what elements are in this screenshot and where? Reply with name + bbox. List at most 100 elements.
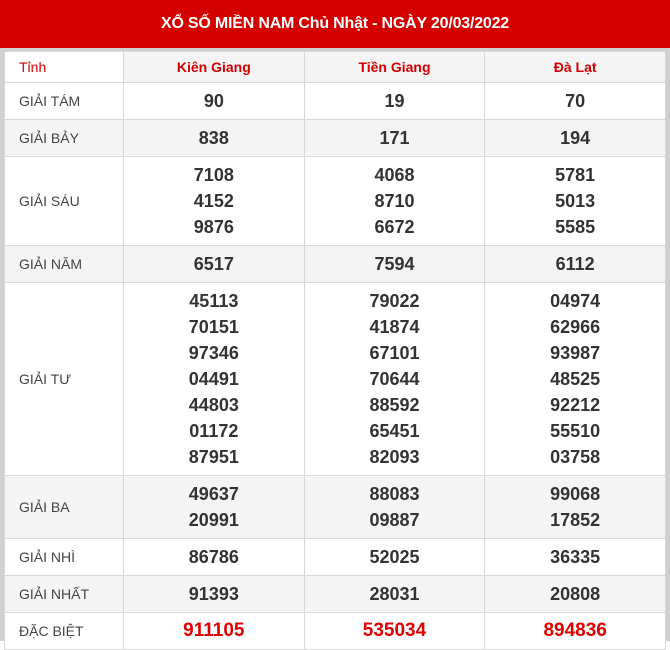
prize-number: 86786	[188, 547, 239, 567]
prize-number: 70151	[188, 317, 239, 337]
prize-number: 70	[565, 91, 586, 111]
prize-row: GIẢI NHẤT 91393 28031 20808	[4, 575, 666, 613]
prize-number: 28031	[369, 584, 420, 604]
prize-number: 6112	[555, 254, 595, 274]
prize-label: GIẢI NHÌ	[4, 538, 124, 576]
prize-number: 8710	[374, 191, 415, 211]
prize-number: 194	[560, 128, 591, 148]
prize-number: 67101	[369, 343, 420, 363]
prize-number: 5585	[555, 217, 596, 237]
prize-number: 5013	[555, 191, 596, 211]
prize-cell: 7108 4152 9876	[123, 156, 305, 246]
prize-cell: 838	[123, 119, 305, 157]
prize-number: 70644	[369, 369, 420, 389]
prize-number: 20808	[550, 584, 601, 604]
prize-cell: 99068 17852	[484, 475, 666, 539]
prize-cell: 45113 70151 97346 04491 44803 01172 87951	[123, 282, 305, 476]
prize-label: GIẢI NHẤT	[4, 575, 124, 613]
prize-cell: 894836	[484, 612, 666, 650]
prize-cell: 49637 20991	[123, 475, 305, 539]
prize-number: 7108	[193, 165, 234, 185]
prize-number: 6517	[193, 254, 234, 274]
prize-number: 93987	[550, 343, 601, 363]
prize-number: 4068	[374, 165, 415, 185]
prize-number: 04974	[550, 291, 601, 311]
prize-cell: 7594	[303, 245, 486, 283]
province-da-lat[interactable]: Đà Lạt	[484, 51, 666, 83]
prize-number: 19	[384, 91, 405, 111]
prize-label: GIẢI NĂM	[4, 245, 124, 283]
prize-row: GIẢI TƯ 45113 70151 97346 04491 44803 01172 879…	[4, 282, 666, 476]
prize-number: 09887	[369, 510, 420, 530]
page-title: XỔ SỐ MIỀN NAM Chủ Nhật - NGÀY 20/03/202…	[0, 0, 670, 48]
prize-cell: 28031	[303, 575, 486, 613]
prize-cell: 04974 62966 93987 48525 92212 55510 03758	[484, 282, 666, 476]
prize-number: 5781	[555, 165, 596, 185]
prize-number: 88083	[369, 484, 420, 504]
prize-label: ĐẶC BIỆT	[4, 612, 124, 650]
prize-cell: 36335	[484, 538, 666, 576]
prize-number: 838	[198, 128, 229, 148]
prize-number: 535034	[362, 620, 427, 641]
prize-cell: 88083 09887	[303, 475, 486, 539]
prize-number: 911105	[183, 620, 245, 641]
prize-cell: 86786	[123, 538, 305, 576]
prize-number: 55510	[550, 421, 601, 441]
prize-cell: 6517	[123, 245, 305, 283]
prize-number: 20991	[188, 510, 239, 530]
prize-number: 87951	[188, 447, 239, 467]
province-tien-giang[interactable]: Tiền Giang	[303, 51, 486, 83]
prize-number: 41874	[369, 317, 420, 337]
header-row: Tỉnh Kiên Giang Tiền Giang Đà Lạt	[4, 51, 666, 83]
province-header-label: Tỉnh	[4, 51, 124, 83]
prize-cell: 20808	[484, 575, 666, 613]
prize-row: GIẢI NHÌ 86786 52025 36335	[4, 538, 666, 576]
prize-number: 03758	[550, 447, 601, 467]
results-table: Tỉnh Kiên Giang Tiền Giang Đà Lạt GIẢI T…	[4, 51, 666, 650]
prize-number: 91393	[188, 584, 239, 604]
prize-number: 79022	[369, 291, 420, 311]
prize-number: 82093	[369, 447, 420, 467]
prize-number: 36335	[550, 547, 601, 567]
prize-cell: 52025	[303, 538, 486, 576]
prize-cell: 79022 41874 67101 70644 88592 65451 82093	[303, 282, 486, 476]
prize-number: 4152	[193, 191, 234, 211]
prize-label: GIẢI BẢY	[4, 119, 124, 157]
prize-cell: 91393	[123, 575, 305, 613]
prize-number: 7594	[374, 254, 415, 274]
prize-cell: 194	[484, 119, 666, 157]
prize-number: 04491	[188, 369, 239, 389]
prize-cell: 911105	[123, 612, 305, 650]
prize-number: 52025	[369, 547, 420, 567]
prize-number: 62966	[550, 317, 601, 337]
prize-row: GIẢI BA 49637 20991 88083 09887 99068 17852	[4, 475, 666, 539]
province-kien-giang[interactable]: Kiên Giang	[123, 51, 305, 83]
prize-cell: 19	[303, 82, 486, 120]
prize-label: GIẢI TÁM	[4, 82, 124, 120]
prize-number: 99068	[550, 484, 601, 504]
prize-row: GIẢI BẢY 838 171 194	[4, 119, 666, 157]
prize-row: GIẢI SÁU 7108 4152 9876 4068 8710 6672 5781 5013…	[4, 156, 666, 246]
prize-cell: 535034	[303, 612, 486, 650]
prize-cell: 70	[484, 82, 666, 120]
prize-row: ĐẶC BIỆT 911105 535034 894836	[4, 612, 666, 650]
prize-number: 90	[203, 91, 224, 111]
prize-row: GIẢI TÁM 90 19 70	[4, 82, 666, 120]
prize-number: 6672	[374, 217, 415, 237]
prize-number: 171	[379, 128, 410, 148]
prize-cell: 6112	[484, 245, 666, 283]
prize-cell: 4068 8710 6672	[303, 156, 486, 246]
prize-cell: 5781 5013 5585	[484, 156, 666, 246]
prize-number: 65451	[369, 421, 420, 441]
prize-cell: 90	[123, 82, 305, 120]
prize-number: 92212	[550, 395, 601, 415]
prize-number: 44803	[188, 395, 239, 415]
prize-number: 9876	[193, 217, 234, 237]
prize-number: 97346	[188, 343, 239, 363]
prize-label: GIẢI BA	[4, 475, 124, 539]
prize-number: 48525	[550, 369, 601, 389]
prize-label: GIẢI TƯ	[4, 282, 124, 476]
prize-number: 88592	[369, 395, 420, 415]
prize-row: GIẢI NĂM 6517 7594 6112	[4, 245, 666, 283]
